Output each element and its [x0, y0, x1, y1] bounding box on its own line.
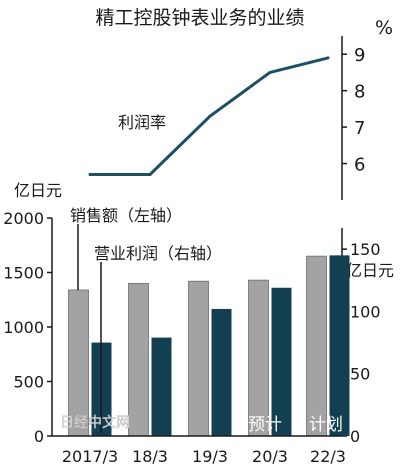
- left-axis-tick-label: 2000: [3, 209, 44, 228]
- watermark-text: 日经中文网: [60, 415, 130, 431]
- chart-title: 精工控股钟表业务的业绩: [95, 7, 304, 29]
- line-axis-tick-label: 9: [354, 45, 365, 66]
- operating-profit-bar: [211, 308, 232, 436]
- margin-line-point: [326, 56, 330, 60]
- left-axis-tick-label: 0: [34, 427, 44, 446]
- x-axis-label: 20/3: [252, 447, 288, 466]
- left-axis-unit: 亿日元: [14, 181, 62, 200]
- x-axis-label: 19/3: [192, 447, 228, 466]
- x-axis-labels: 2017/3 18/3 19/3 20/3 22/3: [62, 447, 346, 466]
- line-axis-unit: %: [375, 17, 393, 39]
- sales-bar: [128, 282, 149, 437]
- left-axis: 0 500 1000 1500 2000: [3, 209, 53, 446]
- x-axis-label: 2017/3: [62, 447, 118, 466]
- left-axis-tick-label: 1000: [3, 318, 44, 337]
- margin-line-point: [148, 172, 152, 176]
- left-axis-tick-label: 1500: [3, 264, 44, 283]
- operating-profit-bar: [151, 337, 172, 436]
- operating-profit-bar: [329, 255, 350, 436]
- margin-line-point: [88, 172, 92, 176]
- profit-series-label: 营业利润（右轴）: [94, 244, 222, 263]
- right-axis-tick-label: 50: [350, 365, 370, 384]
- right-axis-tick-label: 0: [350, 427, 360, 446]
- forecast-label: 预计: [248, 415, 282, 435]
- left-axis-tick-label: 500: [13, 373, 44, 392]
- x-axis-label: 18/3: [132, 447, 168, 466]
- sales-series-label: 销售额（左轴）: [70, 206, 182, 225]
- right-axis-tick-label: 150: [350, 240, 381, 259]
- sales-bar: [306, 255, 327, 437]
- line-axis-tick-label: 6: [354, 155, 365, 176]
- line-series-label: 利润率: [118, 113, 166, 132]
- margin-line-point: [268, 70, 272, 74]
- right-axis-tick-label: 100: [350, 302, 381, 321]
- margin-line-point: [208, 114, 212, 118]
- sales-bar: [248, 279, 269, 437]
- x-axis-label: 22/3: [310, 447, 346, 466]
- bar-layer: [52, 255, 350, 437]
- operating-profit-bar: [271, 287, 292, 436]
- sales-bar: [188, 280, 209, 437]
- margin-line-layer: [88, 56, 330, 176]
- right-axis-unit: 亿日元: [346, 261, 394, 280]
- line-axis-tick-label: 8: [354, 82, 365, 103]
- plan-label: 计划: [309, 415, 343, 435]
- line-axis-tick-label: 7: [354, 118, 365, 139]
- line-axis: 6 7 8 9: [341, 36, 365, 200]
